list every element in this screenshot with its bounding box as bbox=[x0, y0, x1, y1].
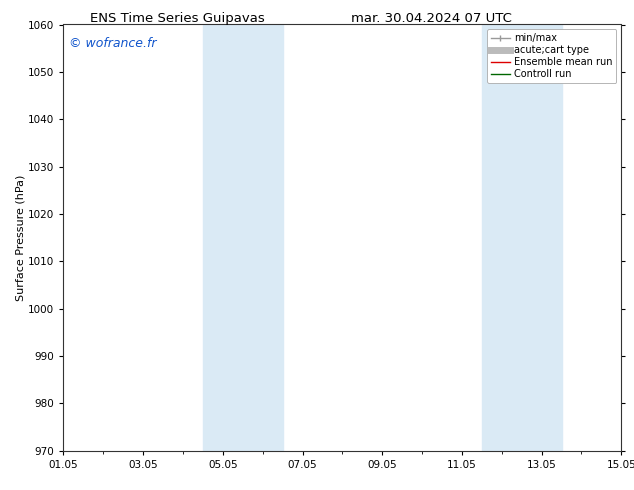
Text: ENS Time Series Guipavas: ENS Time Series Guipavas bbox=[90, 12, 265, 25]
Y-axis label: Surface Pressure (hPa): Surface Pressure (hPa) bbox=[15, 174, 25, 301]
Bar bbox=[482, 24, 562, 451]
Bar bbox=[203, 24, 283, 451]
Text: © wofrance.fr: © wofrance.fr bbox=[69, 37, 157, 50]
Legend: min/max, acute;cart type, Ensemble mean run, Controll run: min/max, acute;cart type, Ensemble mean … bbox=[487, 29, 616, 83]
Text: mar. 30.04.2024 07 UTC: mar. 30.04.2024 07 UTC bbox=[351, 12, 512, 25]
